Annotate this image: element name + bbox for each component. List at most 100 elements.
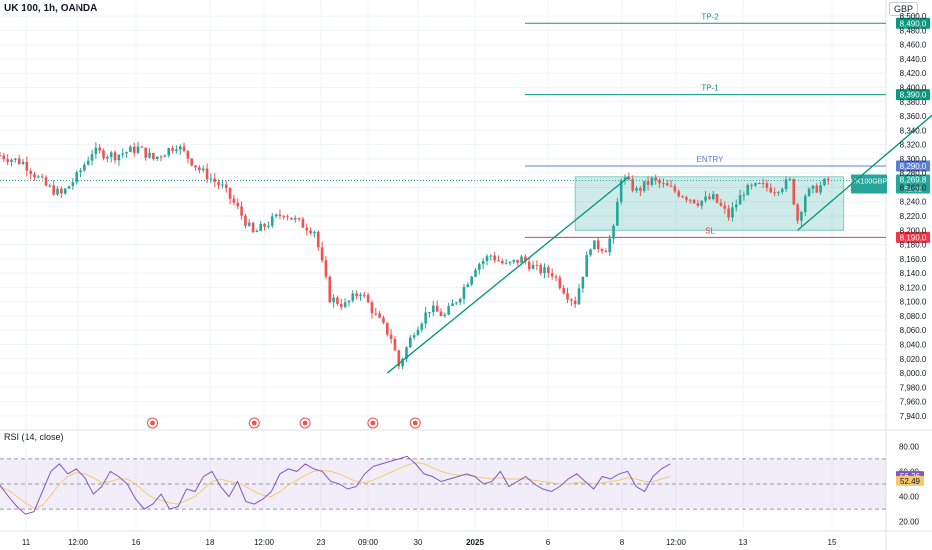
- candle-body: [106, 156, 109, 159]
- candle-body: [155, 156, 159, 159]
- candle-body: [612, 225, 615, 239]
- price-tick-label: 8,020.0: [900, 355, 927, 364]
- candle-body: [593, 240, 596, 250]
- trend-line: [797, 114, 932, 231]
- level-label: SL: [705, 226, 715, 235]
- candle-body: [819, 185, 822, 193]
- candle-body: [14, 158, 17, 160]
- candle-body: [708, 196, 711, 200]
- candle-body: [370, 302, 374, 314]
- rsi-tick-label: 20.00: [899, 518, 920, 527]
- candle-body: [619, 180, 623, 202]
- symbol-label: UK100GBP: [851, 178, 888, 185]
- candle-body: [493, 255, 496, 261]
- candle-body: [428, 312, 431, 314]
- candle-body: [328, 276, 332, 303]
- candle-body: [742, 195, 746, 197]
- price-tick-label: 7,980.0: [900, 383, 927, 392]
- candle-body: [301, 219, 305, 228]
- level-value: 8,290.0: [900, 162, 927, 171]
- candle-body: [466, 284, 470, 288]
- candle-body: [117, 154, 121, 161]
- candle-body: [378, 313, 381, 318]
- candle-body: [60, 188, 63, 194]
- level-value: 8,490.0: [900, 19, 927, 28]
- candle-body: [332, 297, 335, 303]
- range-box-rect: [574, 176, 845, 231]
- candle-body: [17, 158, 21, 164]
- rsi-value-tag: [896, 475, 924, 486]
- candle-body: [140, 146, 144, 148]
- candle-body: [366, 294, 370, 303]
- candle-body: [397, 350, 401, 367]
- candle-body: [443, 314, 447, 317]
- candle-body: [524, 256, 527, 262]
- trend-lines: [386, 114, 932, 374]
- candle-body: [232, 198, 236, 203]
- candle-body: [251, 222, 255, 233]
- currency-button[interactable]: GBP: [888, 2, 918, 16]
- candle-body: [508, 261, 512, 264]
- candle-body: [75, 172, 78, 183]
- candle-body: [359, 294, 362, 297]
- candle-body: [432, 305, 435, 313]
- rsi-line: [0, 455, 671, 515]
- price-tick-label: 8,480.0: [900, 26, 927, 35]
- candle-body: [10, 159, 13, 162]
- price-tick-label: 7,960.0: [900, 398, 927, 407]
- price-tick-label: 8,060.0: [900, 326, 927, 335]
- time-tick-label: 12:00: [68, 538, 89, 547]
- price-tick-label: 8,220.0: [900, 212, 927, 221]
- price-tick-label: 7,940.0: [900, 412, 927, 421]
- candle-body: [205, 168, 209, 180]
- candle-body: [144, 147, 148, 158]
- candle-body: [688, 199, 692, 201]
- candle-body: [247, 222, 251, 226]
- price-tick-label: 8,280.0: [900, 169, 927, 178]
- candle-body: [658, 180, 661, 184]
- candle-body: [159, 156, 163, 158]
- candle-body: [573, 300, 577, 305]
- candle-body: [209, 178, 213, 180]
- time-tick-label: 23: [317, 538, 326, 547]
- candle-body: [631, 179, 635, 191]
- candle-body: [343, 302, 347, 307]
- time-axis: 11 12:00 16 18 12:00 23 09:00 30 2025 6 8 12:00 13 15: [22, 538, 837, 547]
- price-tick-label: 8,320.0: [900, 141, 927, 150]
- candle-body: [336, 297, 339, 304]
- candle-body: [497, 260, 500, 262]
- candle-body: [543, 267, 546, 274]
- candle-body: [455, 302, 458, 304]
- price-tick-label: 8,000.0: [900, 369, 927, 378]
- time-tick-label: 13: [739, 538, 748, 547]
- candle-body: [635, 188, 638, 191]
- candle-body: [439, 311, 443, 317]
- candle-body: [374, 313, 378, 315]
- candle-body: [780, 189, 784, 193]
- candle-body: [52, 185, 55, 195]
- candle-body: [121, 153, 125, 155]
- candle-body: [305, 227, 309, 231]
- price-tick-label: 8,300.0: [900, 155, 927, 164]
- candle-body: [125, 152, 128, 154]
- candle-body: [485, 256, 489, 262]
- candle-body: [405, 347, 408, 359]
- time-tick-label: 8: [620, 538, 625, 547]
- rsi-tick-label: 40.00: [899, 493, 920, 502]
- candle-body: [754, 183, 757, 186]
- candle-body: [278, 214, 282, 216]
- candle-body: [339, 303, 343, 307]
- candle-body: [547, 267, 550, 274]
- time-tick-label: 18: [206, 538, 215, 547]
- price-tick-label: 8,260.0: [900, 183, 927, 192]
- candle-body: [25, 161, 29, 171]
- price-tick-label: 8,460.0: [900, 41, 927, 50]
- candle-body: [589, 249, 592, 256]
- candle-body: [600, 249, 604, 252]
- time-tick-label: 30: [414, 538, 423, 547]
- candle-body: [734, 204, 738, 208]
- candle-body: [33, 174, 36, 178]
- candle-body: [784, 179, 788, 190]
- price-tick-label: 8,360.0: [900, 112, 927, 121]
